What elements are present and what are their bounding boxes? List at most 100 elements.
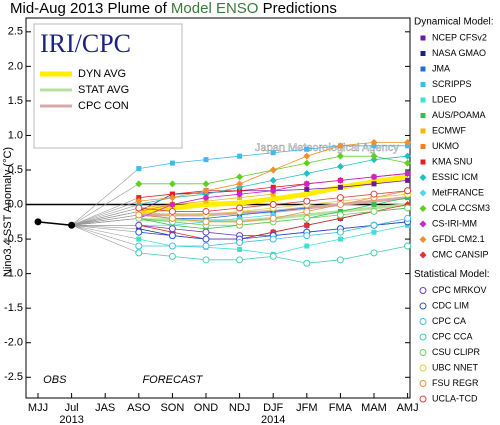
marker bbox=[419, 236, 427, 243]
marker bbox=[420, 66, 426, 72]
marker bbox=[419, 287, 427, 294]
marker bbox=[404, 138, 412, 146]
obs-label: OBS bbox=[43, 374, 67, 386]
legend-label: CSU CLIPR bbox=[432, 347, 481, 357]
marker bbox=[419, 251, 427, 259]
connector bbox=[71, 211, 139, 226]
legend-heading: Dynamical Model: bbox=[414, 17, 493, 28]
marker bbox=[404, 187, 412, 195]
title-part: Mid-Aug 2013 Plume of bbox=[10, 0, 171, 17]
marker bbox=[404, 204, 412, 212]
marker bbox=[419, 349, 427, 356]
y-tick-label: -1.0 bbox=[4, 268, 23, 280]
marker bbox=[202, 194, 210, 202]
marker bbox=[404, 169, 412, 177]
y-axis-label: Nino3.4 SST Anomaly (°C) bbox=[2, 147, 14, 277]
marker bbox=[303, 180, 311, 188]
legend-label: AUS/POAMA bbox=[432, 110, 486, 120]
x-tick-label: ASO bbox=[127, 402, 151, 414]
marker bbox=[420, 144, 426, 149]
marker bbox=[405, 177, 411, 183]
connector bbox=[71, 218, 139, 226]
y-tick-label: -0.5 bbox=[4, 233, 23, 245]
marker bbox=[303, 221, 311, 229]
marker bbox=[336, 142, 344, 150]
marker bbox=[168, 207, 176, 215]
marker bbox=[419, 395, 427, 403]
marker bbox=[303, 207, 311, 215]
marker bbox=[136, 166, 142, 172]
marker bbox=[236, 180, 244, 188]
x-tick-label: FMA bbox=[329, 402, 353, 414]
x-tick-label: Jul bbox=[65, 402, 79, 414]
marker bbox=[237, 153, 243, 159]
legend-label: LDEO bbox=[432, 94, 457, 104]
marker bbox=[371, 229, 377, 235]
y-tick-label: 0.0 bbox=[8, 198, 23, 210]
legend-label: STAT AVG bbox=[78, 84, 129, 96]
y-tick-label: 1.5 bbox=[8, 95, 23, 107]
marker bbox=[420, 128, 426, 134]
legend-label: CPC CA bbox=[432, 316, 466, 326]
marker bbox=[336, 163, 344, 171]
marker bbox=[236, 204, 244, 212]
year-label: 2014 bbox=[261, 414, 285, 425]
legend-label: FSU REGR bbox=[432, 378, 479, 388]
marker bbox=[304, 146, 310, 152]
marker bbox=[168, 242, 176, 250]
marker bbox=[135, 228, 143, 236]
marker bbox=[202, 218, 210, 226]
marker bbox=[304, 186, 310, 192]
marker bbox=[419, 318, 427, 325]
title-part: Model ENSO bbox=[171, 0, 259, 17]
connector bbox=[71, 214, 139, 226]
marker bbox=[370, 173, 378, 181]
marker bbox=[303, 169, 311, 177]
y-tick-label: -2.0 bbox=[4, 337, 23, 349]
marker bbox=[336, 201, 344, 209]
connector bbox=[71, 168, 139, 226]
legend-label: ECMWF bbox=[432, 125, 466, 135]
marker bbox=[337, 184, 343, 190]
y-tick-label: 2.5 bbox=[8, 26, 23, 38]
marker bbox=[420, 35, 426, 41]
connector bbox=[71, 224, 139, 240]
marker bbox=[419, 174, 427, 181]
marker bbox=[168, 201, 176, 209]
y-tick-label: 1.0 bbox=[8, 129, 23, 141]
marker bbox=[135, 197, 143, 205]
marker bbox=[420, 97, 426, 103]
marker bbox=[202, 187, 210, 195]
marker bbox=[370, 207, 378, 215]
legend-label: NCEP CFSv2 bbox=[432, 32, 487, 42]
y-tick-label: 0.5 bbox=[8, 164, 23, 176]
forecast-label: FORECAST bbox=[142, 374, 203, 386]
marker bbox=[269, 214, 277, 222]
y-tick-label: -1.5 bbox=[4, 302, 23, 314]
marker bbox=[404, 152, 412, 160]
marker bbox=[168, 214, 176, 222]
marker bbox=[236, 256, 244, 264]
marker bbox=[303, 159, 311, 167]
connector bbox=[71, 204, 139, 226]
connector bbox=[71, 224, 139, 230]
marker bbox=[270, 150, 276, 156]
x-tick-label: JAS bbox=[95, 402, 115, 414]
marker bbox=[303, 259, 311, 267]
marker bbox=[336, 194, 344, 202]
legend-heading: Statistical Model: bbox=[414, 269, 490, 280]
marker bbox=[135, 221, 143, 229]
connector bbox=[71, 183, 139, 226]
marker bbox=[371, 181, 377, 187]
marker bbox=[168, 180, 176, 188]
chart-title: Mid-Aug 2013 Plume of Model ENSO Predict… bbox=[10, 0, 337, 17]
marker bbox=[135, 211, 143, 219]
marker bbox=[303, 152, 311, 160]
legend-label: UBC NNET bbox=[432, 362, 479, 372]
marker bbox=[404, 159, 412, 167]
marker bbox=[336, 176, 344, 184]
logo-box bbox=[33, 23, 183, 149]
marker bbox=[370, 221, 378, 229]
marker bbox=[420, 51, 426, 56]
